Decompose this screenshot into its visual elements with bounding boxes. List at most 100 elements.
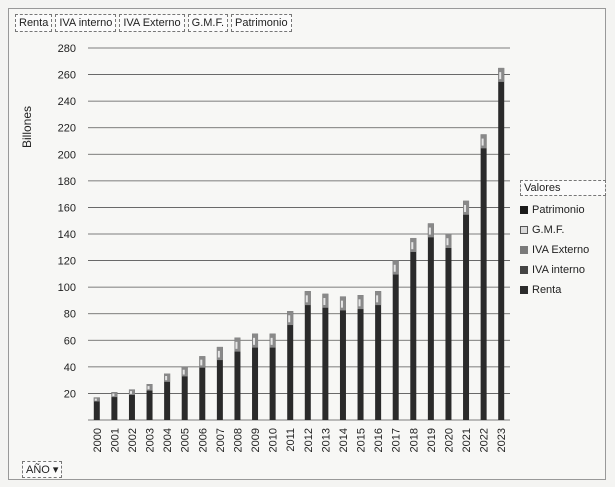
- legend-item-iva-interno: IVA interno: [520, 264, 610, 276]
- legend-swatch: [520, 286, 528, 294]
- field-button-patrimonio[interactable]: Patrimonio: [231, 14, 292, 32]
- bar-segment-highlight: [235, 341, 238, 349]
- bar-2004: [164, 373, 171, 420]
- field-button-iva-interno[interactable]: IVA interno: [55, 14, 117, 32]
- bar-segment-highlight: [288, 315, 291, 323]
- bar-2003: [146, 384, 153, 420]
- x-tick-label: 2003: [145, 428, 157, 452]
- legend-label: IVA Externo: [532, 244, 590, 256]
- bar-2007: [216, 346, 223, 420]
- bar-segment-highlight: [340, 300, 343, 308]
- y-tick-label: 260: [58, 70, 76, 82]
- legend-label: G.M.F.: [532, 224, 565, 236]
- x-tick-label: 2022: [479, 428, 491, 452]
- legend-item-renta: Renta: [520, 284, 610, 296]
- field-button-gmf[interactable]: G.M.F.: [187, 14, 229, 32]
- x-tick-label: 2008: [232, 428, 244, 452]
- y-tick-label: 240: [58, 96, 76, 108]
- x-tick-label: 2007: [215, 428, 227, 452]
- legend-title-button[interactable]: Valores: [520, 180, 606, 196]
- y-tick-label: 60: [64, 335, 76, 347]
- bar-segment-highlight: [217, 350, 220, 358]
- bar-2023: [498, 67, 505, 420]
- year-axis-button-label: AÑO: [26, 464, 50, 476]
- bar-segment-highlight: [112, 393, 115, 397]
- bar-2020: [445, 234, 452, 420]
- x-tick-label: 2001: [109, 428, 121, 452]
- y-tick-label: 200: [58, 149, 76, 161]
- x-tick-label: 2014: [338, 428, 350, 452]
- y-tick-label: 120: [58, 256, 76, 268]
- bar-2013: [322, 293, 329, 420]
- bar-2019: [427, 223, 434, 420]
- y-tick-label: 80: [64, 309, 76, 321]
- bar-segment-highlight: [446, 238, 449, 246]
- legend-swatch: [520, 206, 528, 214]
- bar-2006: [199, 356, 206, 420]
- bar-segment-highlight: [411, 242, 414, 250]
- bar-2022: [480, 134, 487, 420]
- legend-label: Renta: [532, 284, 562, 296]
- x-tick-label: 2020: [443, 428, 455, 452]
- y-tick-label: 20: [64, 388, 76, 400]
- legend-swatch: [520, 226, 528, 234]
- bar-segment-highlight: [358, 299, 361, 307]
- y-tick-label: 280: [58, 43, 76, 55]
- bar-segment-highlight: [323, 297, 326, 305]
- year-axis-button[interactable]: AÑO ▾: [22, 461, 63, 478]
- x-tick-label: 2019: [426, 428, 438, 452]
- bar-segment-highlight: [499, 72, 502, 80]
- bar-segment-highlight: [94, 398, 97, 401]
- legend-item-patrimonio: Patrimonio: [520, 204, 610, 216]
- y-tick-label: 160: [58, 202, 76, 214]
- bar-segment-highlight: [253, 337, 256, 345]
- legend-swatch: [520, 266, 528, 274]
- x-tick-label: 2004: [162, 428, 174, 452]
- bar-2001: [111, 392, 118, 420]
- bar-2009: [252, 333, 259, 420]
- legend-swatch: [520, 246, 528, 254]
- bar-2002: [128, 389, 135, 420]
- bar-2015: [357, 295, 364, 420]
- bar-segment-top: [252, 333, 259, 348]
- bar-2021: [463, 200, 470, 420]
- x-tick-label: 2005: [180, 428, 192, 452]
- legend-item-iva-externo: IVA Externo: [520, 244, 610, 256]
- y-tick-label: 180: [58, 176, 76, 188]
- bar-segment-highlight: [393, 264, 396, 272]
- y-tick-label: 140: [58, 229, 76, 241]
- x-tick-label: 2011: [285, 428, 297, 452]
- dropdown-arrow-icon: ▾: [52, 464, 59, 476]
- legend-label: Patrimonio: [532, 204, 585, 216]
- bar-2000: [93, 397, 100, 420]
- x-tick-label: 2016: [373, 428, 385, 452]
- x-tick-label: 2000: [92, 428, 104, 452]
- field-button-iva-externo[interactable]: IVA Externo: [119, 14, 185, 32]
- bar-segment-highlight: [305, 295, 308, 303]
- bar-2016: [375, 291, 382, 420]
- field-button-renta[interactable]: Renta: [15, 14, 53, 32]
- x-tick-label: 2015: [356, 428, 368, 452]
- y-tick-label: 40: [64, 362, 76, 374]
- x-tick-label: 2023: [496, 428, 508, 452]
- x-tick-label: 2018: [408, 428, 420, 452]
- legend-item-gmf: G.M.F.: [520, 224, 610, 236]
- bar-2011: [287, 311, 294, 420]
- bar-2012: [304, 291, 311, 420]
- x-tick-label: 2002: [127, 428, 139, 452]
- bar-segment-highlight: [270, 337, 273, 345]
- bar-segment-highlight: [182, 369, 185, 375]
- x-tick-label: 2012: [303, 428, 315, 452]
- bar-2005: [181, 366, 188, 420]
- bar-segment-highlight: [129, 391, 132, 394]
- x-tick-label: 2021: [461, 428, 473, 452]
- bar-segment-highlight: [481, 138, 484, 146]
- legend: Valores Patrimonio G.M.F. IVA Externo IV…: [520, 180, 610, 304]
- y-tick-label: 100: [58, 282, 76, 294]
- bar-segment-highlight: [147, 386, 150, 390]
- bar-2008: [234, 337, 241, 420]
- bar-segment-highlight: [165, 376, 168, 381]
- field-buttons: Renta IVA interno IVA Externo G.M.F. Pat…: [15, 14, 292, 32]
- bar-segment-highlight: [200, 359, 203, 366]
